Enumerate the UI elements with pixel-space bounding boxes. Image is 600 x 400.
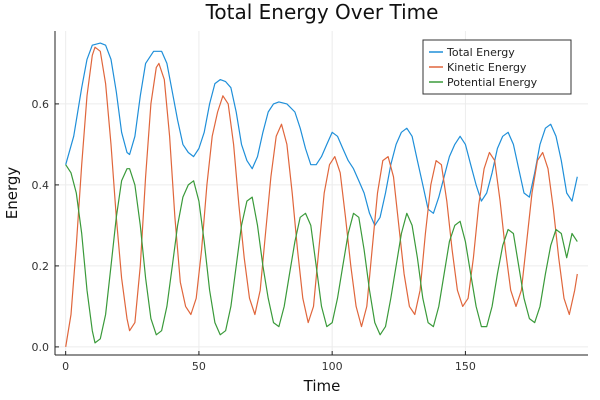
y-tick-label: 0.0 <box>32 341 50 354</box>
y-tick-label: 0.2 <box>32 260 50 273</box>
x-tick-label: 50 <box>192 360 206 373</box>
x-tick-label: 100 <box>322 360 343 373</box>
series-line-potential-energy <box>65 164 578 344</box>
legend-label: Potential Energy <box>447 76 538 89</box>
x-tick-label: 0 <box>62 360 69 373</box>
legend-box <box>422 39 572 95</box>
y-tick-label: 0.6 <box>32 98 50 111</box>
legend-label: Kinetic Energy <box>447 61 527 74</box>
y-axis-title: Energy <box>3 167 21 220</box>
y-tick-label: 0.4 <box>32 179 50 192</box>
series-lines <box>65 42 578 347</box>
x-tick-label: 150 <box>455 360 476 373</box>
chart-title: Total Energy Over Time <box>205 0 439 24</box>
axes: 0 50 100 150 0.0 0.2 0.4 0.6 <box>32 31 588 373</box>
x-axis-title: Time <box>303 377 341 395</box>
legend-label: Total Energy <box>446 46 515 59</box>
legend: Total Energy Kinetic Energy Potential Ener… <box>422 39 572 95</box>
series-line-kinetic-energy <box>65 46 578 347</box>
